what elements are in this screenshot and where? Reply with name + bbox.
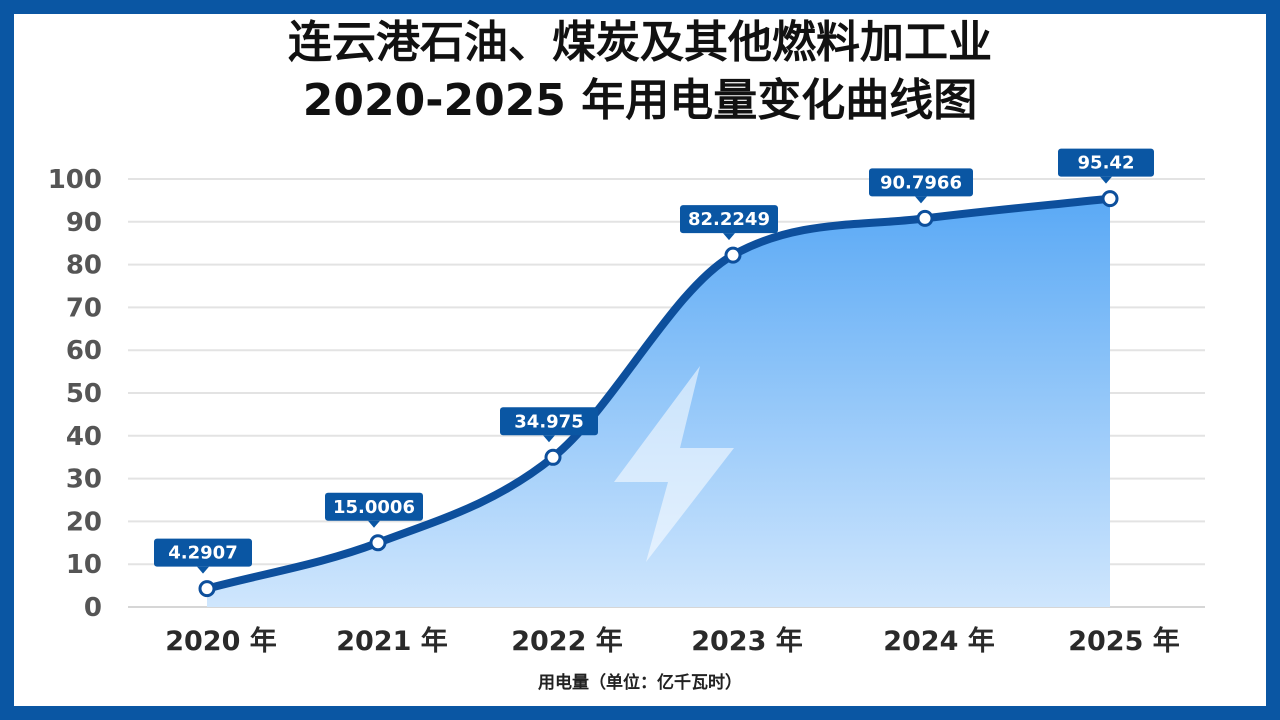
data-label-text: 82.2249 [688, 209, 770, 230]
data-label: 4.2907 [154, 538, 252, 574]
data-label-text: 4.2907 [168, 543, 237, 564]
data-label-box [869, 168, 973, 197]
y-tick-label: 0 [84, 593, 102, 623]
data-point [198, 580, 216, 598]
chart-title-line2: 2020-2025 年用电量变化曲线图 [302, 75, 978, 126]
data-label-box [154, 538, 252, 567]
data-point [724, 246, 742, 264]
data-label-pointer [368, 520, 380, 528]
data-label-pointer [915, 196, 927, 204]
data-label: 82.2249 [680, 205, 778, 241]
y-tick-label: 50 [66, 379, 102, 409]
data-label-box [680, 205, 778, 234]
data-label: 34.975 [500, 407, 598, 443]
data-label-box [325, 492, 423, 521]
y-tick-label: 10 [66, 550, 102, 580]
y-tick-label: 70 [66, 293, 102, 323]
data-point [916, 209, 934, 227]
y-tick-label: 20 [66, 507, 102, 537]
chart-title: 连云港石油、煤炭及其他燃料加工业 2020-2025 年用电量变化曲线图 [0, 14, 1280, 130]
data-point [1101, 190, 1119, 208]
x-tick-label: 2021 年 [336, 625, 448, 657]
data-label-pointer [723, 233, 735, 241]
x-tick-label: 2024 年 [883, 625, 995, 657]
x-axis-label: 用电量（单位：亿千瓦时） [538, 672, 742, 693]
data-label-pointer [1100, 176, 1112, 184]
data-label-pointer [543, 435, 555, 443]
data-label: 95.42 [1058, 148, 1154, 184]
y-tick-label: 90 [66, 208, 102, 238]
data-point [369, 534, 387, 552]
data-label-text: 15.0006 [333, 497, 415, 518]
y-tick-label: 80 [66, 251, 102, 281]
data-label-pointer [197, 566, 209, 574]
data-label: 15.0006 [325, 492, 423, 528]
y-tick-label: 40 [66, 422, 102, 452]
chart-title-line1: 连云港石油、煤炭及其他燃料加工业 [288, 17, 992, 68]
data-label: 90.7966 [869, 168, 973, 204]
data-point [544, 448, 562, 466]
y-tick-label: 60 [66, 336, 102, 366]
series-line [203, 194, 1114, 593]
y-tick-label: 100 [48, 165, 102, 195]
x-tick-label: 2025 年 [1068, 625, 1180, 657]
x-tick-label: 2020 年 [165, 625, 277, 657]
x-tick-label: 2022 年 [511, 625, 623, 657]
area-fill [207, 198, 1110, 607]
data-label-box [500, 407, 598, 436]
x-tick-label: 2023 年 [691, 625, 803, 657]
lightning-bolt-icon [614, 366, 734, 562]
data-label-text: 95.42 [1078, 153, 1135, 174]
data-label-box [1058, 148, 1154, 177]
data-label-text: 90.7966 [880, 172, 962, 193]
data-label-text: 34.975 [514, 411, 583, 432]
y-tick-label: 30 [66, 465, 102, 495]
